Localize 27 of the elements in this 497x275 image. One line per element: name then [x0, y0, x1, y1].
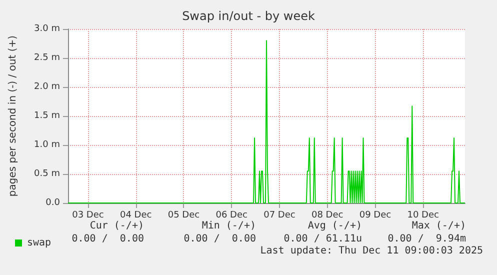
text: 0.00 / 61.11u	[284, 234, 362, 244]
text: Avg (-/+)	[308, 220, 362, 232]
text: 0.00 / 0.00	[72, 234, 144, 244]
x-tick-label: 04 Dec	[120, 210, 152, 220]
text: 0.00 / 0.00	[184, 234, 256, 244]
y-tick-label: 0.5 m	[34, 169, 60, 179]
y-tick-label: 0.0	[46, 198, 60, 208]
y-axis-title: pages per second in (-) / out (+)	[8, 35, 18, 197]
text: Last update: Thu Dec 11 09:00:03 2025	[260, 246, 484, 256]
x-tick-label: 10 Dec	[407, 210, 440, 220]
x-tick-label: 03 Dec	[72, 210, 104, 220]
text: Cur (-/+)	[90, 220, 144, 232]
text: 0.00 / 9.94m	[388, 234, 466, 244]
x-tick-label: 06 Dec	[216, 210, 248, 220]
y-tick-label: 3.0 m	[34, 24, 60, 34]
y-tick-label: 2.0 m	[34, 82, 60, 92]
y-tick-label: 1.0 m	[34, 140, 60, 150]
legend-label: swap	[27, 238, 52, 248]
chart-title: Swap in/out - by week	[182, 9, 315, 23]
text: Max (-/+)	[412, 220, 466, 232]
x-tick-label: 07 Dec	[264, 210, 296, 220]
text: Min (-/+)	[202, 220, 256, 232]
x-tick-label: 08 Dec	[311, 210, 344, 220]
y-tick-label: 1.5 m	[34, 111, 60, 121]
x-tick-label: 09 Dec	[359, 210, 392, 220]
y-tick-label: 2.5 m	[34, 53, 60, 63]
x-tick-label: 05 Dec	[168, 210, 200, 220]
